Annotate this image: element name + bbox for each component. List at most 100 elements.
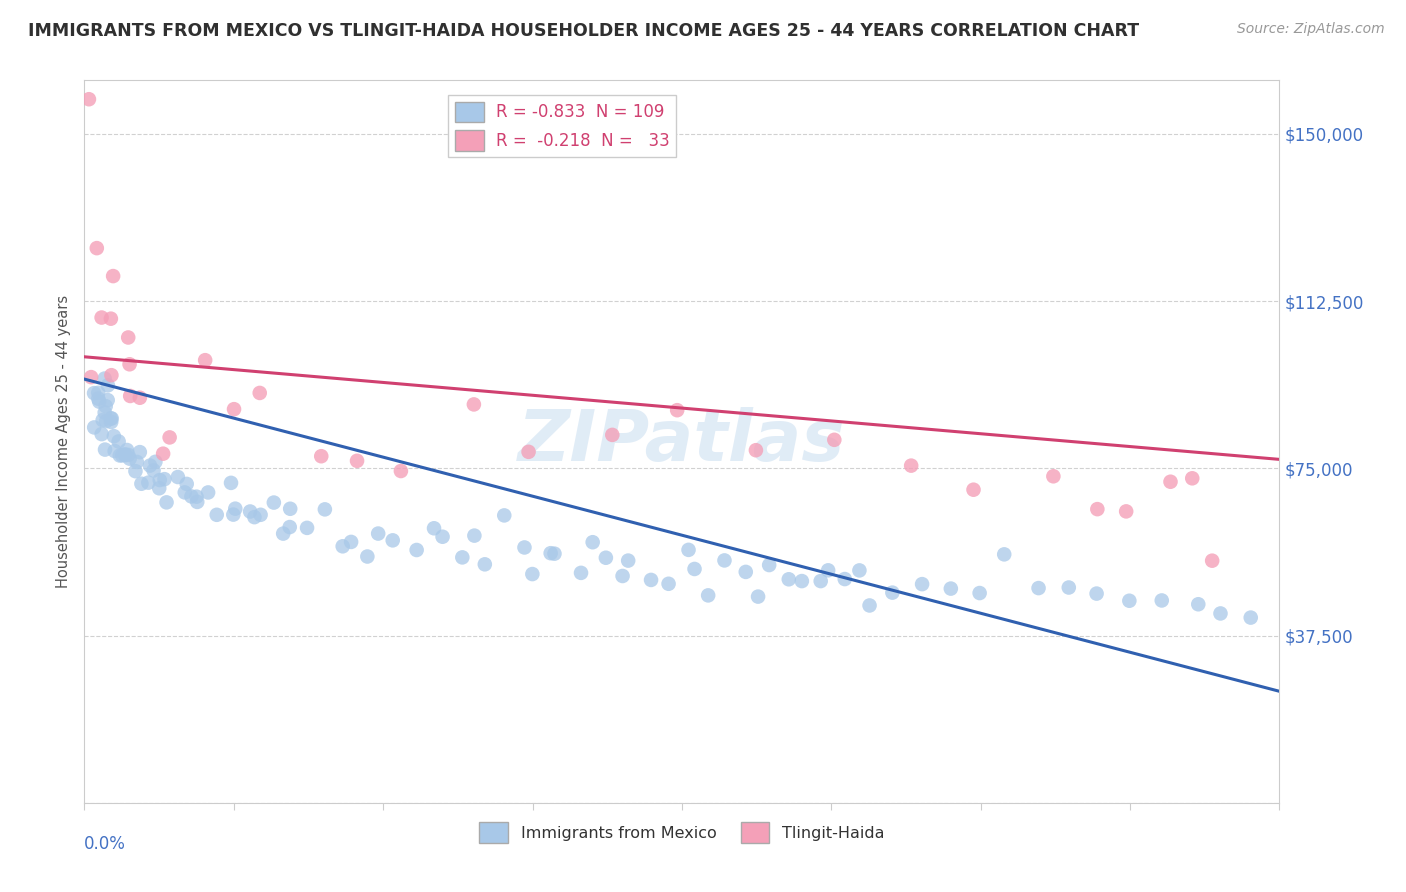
Point [120, 389, 142, 403]
Point [540, 546, 562, 560]
Point [115, 443, 138, 458]
Point [962, 483, 984, 497]
Text: IMMIGRANTS FROM MEXICO VS TLINGIT-HAIDA HOUSEHOLDER INCOME AGES 25 - 44 YEARS CO: IMMIGRANTS FROM MEXICO VS TLINGIT-HAIDA … [28, 22, 1139, 40]
Point [278, 520, 301, 534]
Point [432, 530, 454, 544]
Point [1181, 471, 1204, 485]
Point [389, 464, 412, 478]
Point [778, 572, 800, 586]
Point [834, 572, 856, 586]
Point [117, 448, 139, 462]
Point [86, 241, 108, 255]
Point [194, 353, 217, 368]
Point [100, 311, 122, 326]
Point [332, 539, 354, 553]
Point [100, 411, 122, 425]
Point [969, 586, 991, 600]
Point [176, 476, 198, 491]
Point [128, 391, 150, 405]
Point [239, 504, 262, 518]
Point [224, 501, 246, 516]
Point [91, 413, 114, 427]
Y-axis label: Householder Income Ages 25 - 44 years: Householder Income Ages 25 - 44 years [56, 295, 72, 588]
Point [100, 415, 122, 429]
Point [758, 558, 780, 572]
Point [173, 485, 195, 500]
Point [124, 464, 146, 478]
Point [94, 442, 117, 457]
Point [697, 588, 720, 602]
Point [734, 565, 756, 579]
Point [666, 403, 689, 417]
Point [186, 490, 208, 504]
Point [1150, 593, 1173, 607]
Point [356, 549, 378, 564]
Point [513, 541, 536, 555]
Point [89, 394, 111, 409]
Point [77, 92, 100, 106]
Point [817, 563, 839, 577]
Point [494, 508, 516, 523]
Point [340, 535, 363, 549]
Point [100, 411, 122, 425]
Point [309, 449, 332, 463]
Point [569, 566, 592, 580]
Point [1042, 469, 1064, 483]
Point [111, 449, 134, 463]
Point [790, 574, 813, 588]
Point [142, 463, 165, 477]
Point [595, 550, 617, 565]
Text: 0.0%: 0.0% [84, 835, 127, 854]
Point [93, 405, 115, 419]
Point [367, 526, 389, 541]
Point [543, 547, 565, 561]
Point [1115, 504, 1137, 518]
Point [271, 526, 294, 541]
Point [405, 543, 427, 558]
Point [713, 553, 735, 567]
Point [617, 553, 640, 567]
Point [263, 495, 285, 509]
Point [139, 458, 162, 473]
Point [1201, 554, 1223, 568]
Point [117, 330, 139, 344]
Legend: Immigrants from Mexico, Tlingit-Haida: Immigrants from Mexico, Tlingit-Haida [472, 815, 891, 849]
Point [159, 430, 181, 444]
Point [939, 582, 962, 596]
Point [167, 470, 190, 484]
Point [219, 475, 242, 490]
Point [83, 386, 105, 401]
Point [145, 455, 167, 469]
Point [93, 371, 115, 385]
Point [882, 585, 904, 599]
Point [911, 577, 934, 591]
Point [295, 521, 318, 535]
Point [138, 475, 160, 490]
Point [381, 533, 404, 548]
Point [125, 455, 148, 469]
Point [745, 443, 768, 458]
Point [451, 550, 474, 565]
Point [249, 386, 271, 401]
Point [346, 454, 368, 468]
Point [600, 428, 623, 442]
Point [90, 427, 112, 442]
Point [1240, 610, 1263, 624]
Point [101, 269, 124, 284]
Point [314, 502, 336, 516]
Point [463, 397, 485, 411]
Point [90, 310, 112, 325]
Point [107, 434, 129, 449]
Point [87, 392, 110, 406]
Point [848, 563, 870, 577]
Point [114, 448, 136, 462]
Point [658, 576, 681, 591]
Point [900, 458, 922, 473]
Point [522, 567, 544, 582]
Point [97, 393, 120, 408]
Text: Source: ZipAtlas.com: Source: ZipAtlas.com [1237, 22, 1385, 37]
Point [103, 429, 125, 443]
Point [1118, 593, 1140, 607]
Point [155, 495, 177, 509]
Point [640, 573, 662, 587]
